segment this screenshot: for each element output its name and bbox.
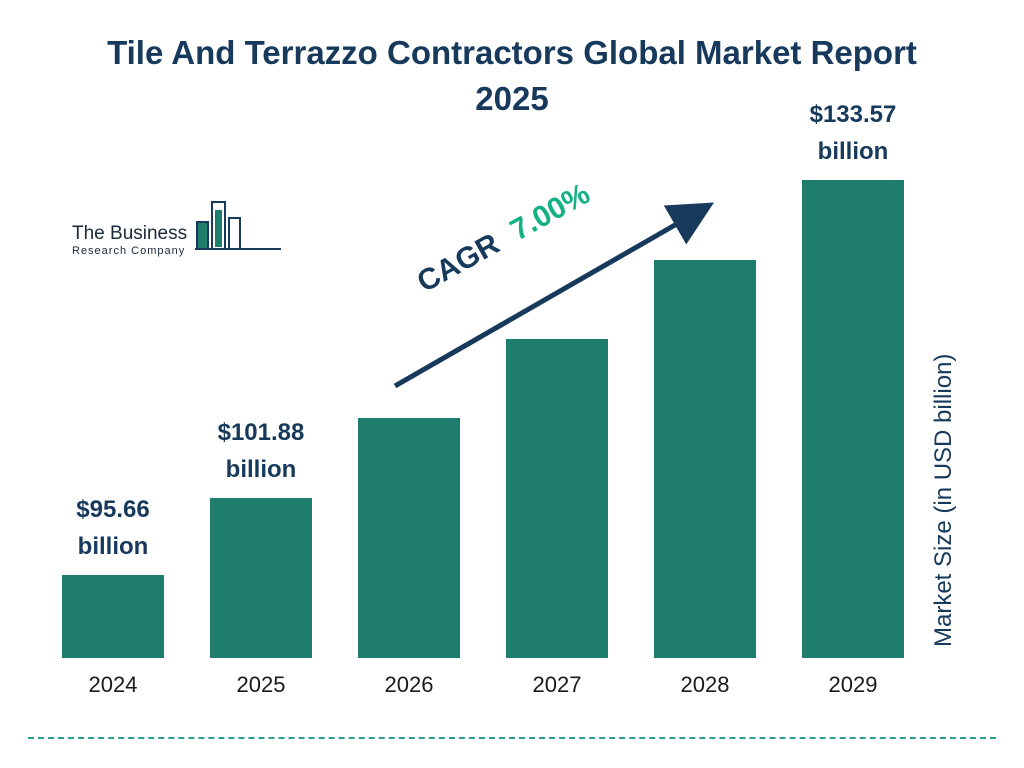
bar-2024 <box>62 575 164 658</box>
bar-value-label-2029: $133.57 billion <box>809 100 897 165</box>
bar-column-2024: $95.66 billion 2024 <box>62 491 164 698</box>
logo-bars-icon <box>193 196 285 261</box>
x-axis-tick-label-2024: 2024 <box>88 672 138 697</box>
bar-column-2027: 2027 <box>506 339 608 698</box>
bar-column-2028: 2028 <box>654 260 756 698</box>
bar-chart: $95.66 billion 2024 $101.88 billion 2025 2026 2… <box>62 101 904 698</box>
page-title: Tile And Terrazzo Contractors Global Mar… <box>107 34 917 118</box>
bar-column-2026: 2026 <box>358 418 460 698</box>
logo-line1: The Business <box>72 223 188 244</box>
bottom-dashed-line <box>28 737 996 739</box>
company-logo: The Business Research Company <box>72 196 285 261</box>
y-axis-label: Market Size (in USD billion) <box>930 353 957 647</box>
bar-2028 <box>654 260 756 658</box>
x-axis-tick-label-2025: 2025 <box>236 672 286 697</box>
x-axis-tick-label-2027: 2027 <box>532 672 582 697</box>
bar-column-2025: $101.88 billion 2025 <box>210 414 312 698</box>
logo-line2: Research Company <box>72 245 186 257</box>
company-logo-text: The Business Research Company <box>72 223 187 261</box>
bar-value-label-2024: $95.66 billion <box>76 495 150 560</box>
bar-2029 <box>802 180 904 658</box>
x-axis-tick-label-2026: 2026 <box>384 672 434 697</box>
cagr-arrow <box>393 202 715 389</box>
bar-2025 <box>210 498 312 658</box>
bar-2026 <box>358 418 460 658</box>
x-axis-tick-label-2028: 2028 <box>680 672 730 697</box>
bar-2027 <box>506 339 608 658</box>
bar-value-label-2025: $101.88 billion <box>217 418 305 483</box>
x-axis-tick-label-2029: 2029 <box>828 672 878 697</box>
bar-column-2029: $133.57 billion 2029 <box>802 96 904 698</box>
